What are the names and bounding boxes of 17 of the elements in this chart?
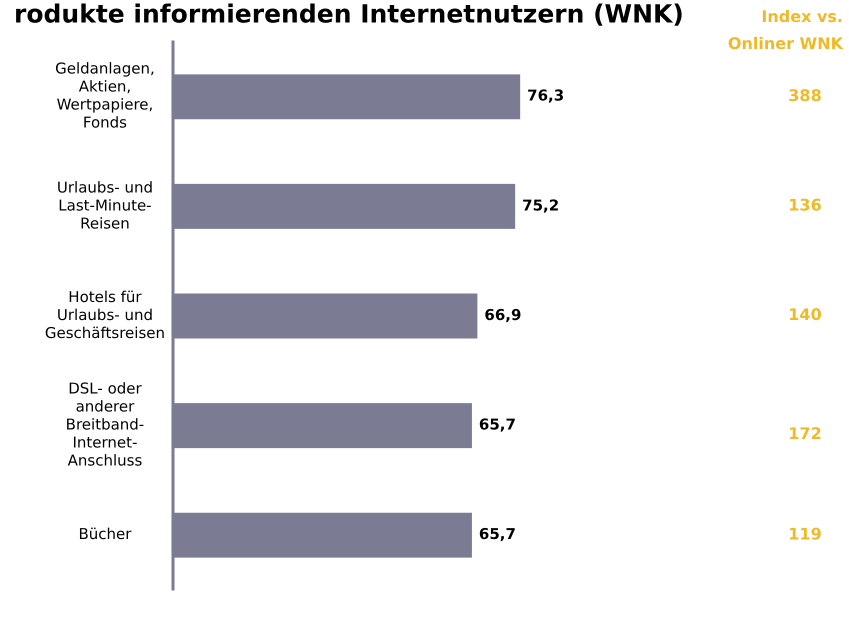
text: 140	[788, 305, 822, 324]
chart-title: rodukte informierenden Internetnutzern (WNK)	[14, 0, 684, 28]
y-tick-label: Urlaubs- und Last-Minute- Reisen	[56, 178, 153, 232]
data-label: 65,7	[478, 525, 516, 544]
data-label: 65,7	[478, 415, 516, 434]
text: Index vs. Onliner WNK	[728, 7, 844, 54]
text: 119	[788, 524, 822, 544]
y-tick-label: Hotels für Urlaubs- und Geschäftsreisen	[44, 288, 166, 342]
data-label: 66,9	[484, 306, 522, 324]
y-tick-label: Geldanlagen, Aktien, Wertpapiere, Fonds	[55, 60, 155, 132]
text: 136	[788, 196, 822, 215]
text: 388	[788, 86, 822, 105]
y-tick-label: Bücher	[78, 525, 132, 544]
text: 172	[788, 424, 822, 443]
data-label: 75,2	[522, 196, 560, 214]
data-label: 76,3	[527, 86, 564, 105]
y-tick-label: DSL- oder anderer Breitband- Internet- Anschluss	[66, 379, 144, 470]
